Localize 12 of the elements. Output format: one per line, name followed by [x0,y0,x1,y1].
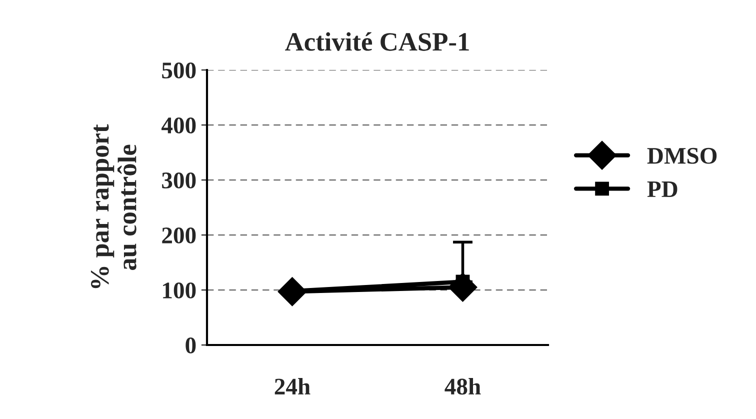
legend-label: DMSO [647,148,717,164]
y-tick-label: 200 [162,227,196,244]
x-tick-label: 48h [444,378,481,395]
legend-label: PD [647,181,678,197]
chart-title: Activité CASP-1 [285,32,469,51]
y-tick-label: 400 [161,117,196,134]
y-tick-label: 0 [186,337,196,354]
y-tick-label: 100 [163,282,196,298]
y-axis-title: % par rapport au contrôle [90,124,136,288]
y-tick-label: 500 [162,62,196,78]
x-tick-label: 24h [274,378,310,394]
y-tick-label: 300 [162,172,196,188]
